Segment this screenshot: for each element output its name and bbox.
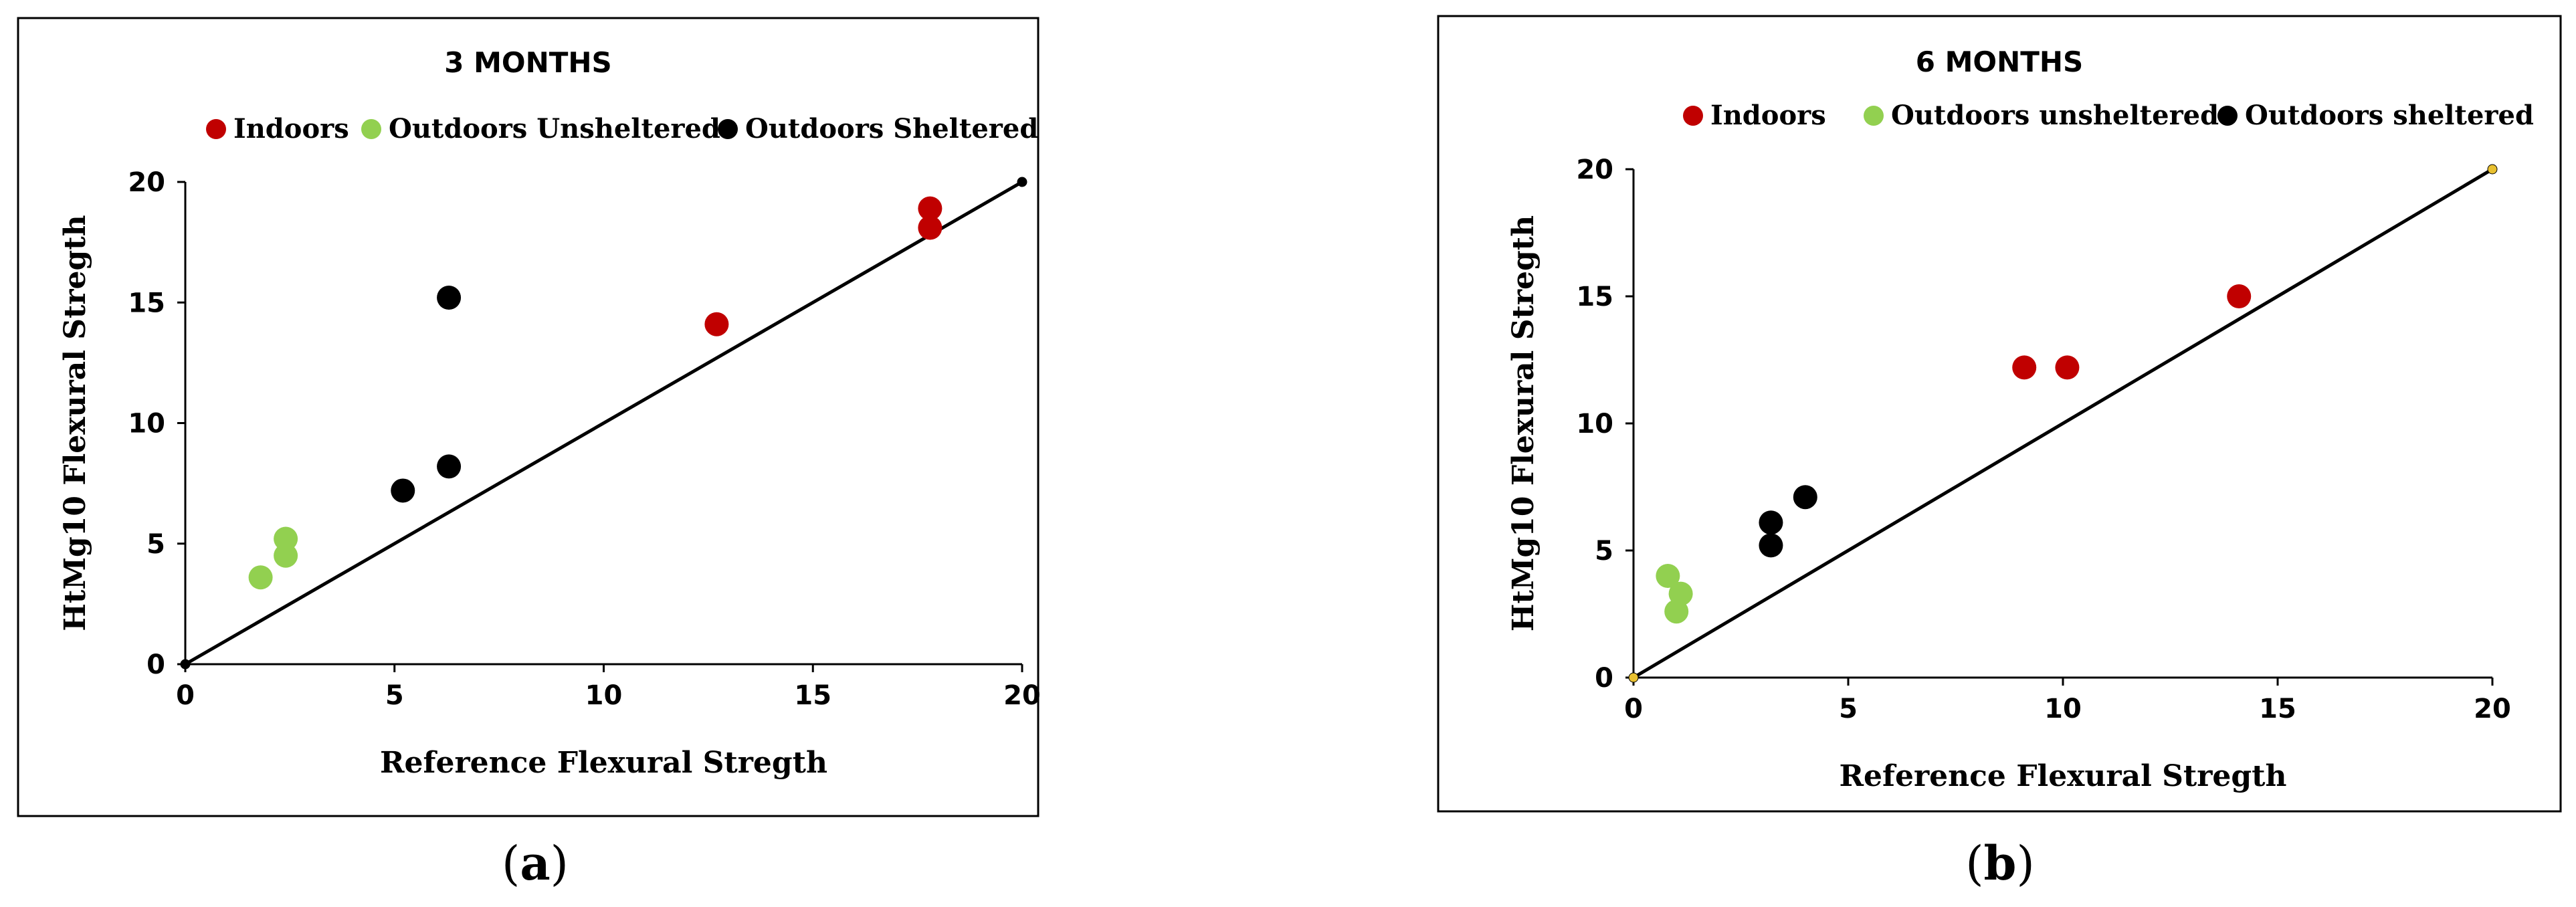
y-axis-title: HtMg10 Flexural Stregth [58,215,92,631]
y-tick-label: 5 [146,529,165,560]
legend-marker [361,119,381,139]
x-tick-label: 0 [1624,694,1643,724]
y-tick-label: 5 [1595,536,1613,567]
x-tick-label: 20 [2474,694,2511,724]
legend-entry: Outdoors Sheltered [745,113,1038,144]
data-point-outdoors-sheltered [1759,533,1783,558]
caption-letter: b [1984,835,2017,891]
chart-frame [1437,15,2562,813]
reference-line [1632,167,2494,680]
data-point-indoors [918,215,943,240]
caption-close-paren: ) [551,836,569,891]
y-tick-label: 0 [1595,663,1613,694]
panel-caption: (b) [1965,835,2035,891]
caption-open-paren: ( [502,836,520,891]
x-tick-label: 15 [794,680,831,711]
data-point-outdoors-sheltered [1759,510,1783,535]
y-tick-label: 20 [128,167,165,198]
reference-line-end-marker [1017,177,1027,187]
x-axis-title: Reference Flexural Stregth [380,746,827,780]
data-point-outdoors-unsheltered [248,565,273,590]
y-tick-label: 15 [128,288,165,318]
chart-3-months: 3 MONTHS Indoors Outdoors Unsheltered Outdo… [17,17,1041,891]
legend-entry: Indoors [233,113,349,144]
y-tick-label: 10 [128,409,165,439]
panel-caption: (a) [502,835,569,891]
reference-line-start-marker [180,659,191,670]
x-axis-title: Reference Flexural Stregth [1839,759,2286,793]
legend-marker [206,119,226,139]
data-point-indoors [704,312,729,336]
legend-entry: Outdoors Unsheltered [389,113,720,144]
legend-entry: Outdoors sheltered [2245,100,2534,131]
x-tick-label: 20 [1003,680,1041,711]
legend-entry: Outdoors unsheltered [1891,100,2219,131]
x-tick-label: 15 [2259,694,2296,724]
chart-title: 3 MONTHS [444,46,612,79]
reference-line-start-marker [1628,672,1639,683]
caption-close-paren: ) [2016,836,2034,891]
data-point-indoors [2012,355,2037,380]
caption-open-paren: ( [1965,836,1983,891]
x-tick-label: 10 [2044,694,2082,724]
data-point-outdoors-unsheltered [274,526,298,551]
caption-letter: a [520,835,550,891]
data-point-indoors [2227,284,2252,308]
data-point-outdoors-sheltered [391,478,415,503]
legend-marker [2217,106,2238,126]
data-point-outdoors-unsheltered [274,543,298,568]
y-axis-title: HtMg10 Flexural Stregth [1506,215,1541,631]
y-tick-label: 10 [1576,409,1613,439]
data-point-outdoors-sheltered [1793,485,1817,510]
data-point-outdoors-sheltered [437,286,462,310]
chart-title: 6 MONTHS [1916,45,2084,78]
reference-line-end-marker [2487,164,2498,175]
reference-line [184,180,1023,666]
legend-marker [1864,106,1884,126]
legend-entry: Indoors [1710,100,1826,131]
x-tick-label: 5 [1839,694,1858,724]
data-point-outdoors-unsheltered [1664,599,1689,624]
data-point-outdoors-sheltered [437,454,462,479]
x-tick-label: 10 [585,680,623,711]
y-tick-label: 0 [146,649,165,680]
y-tick-label: 20 [1576,155,1613,185]
chart-frame [17,17,1039,817]
data-point-indoors [918,196,943,221]
legend-marker [1683,106,1703,126]
y-tick-label: 15 [1576,282,1613,312]
legend-marker [718,119,738,139]
x-tick-label: 5 [385,680,404,711]
data-point-indoors [2055,355,2080,380]
x-tick-label: 0 [176,680,195,711]
chart-6-months: 6 MONTHS Indoors Outdoors unsheltered Outdo… [1437,15,2562,891]
data-point-outdoors-unsheltered [1656,564,1680,588]
